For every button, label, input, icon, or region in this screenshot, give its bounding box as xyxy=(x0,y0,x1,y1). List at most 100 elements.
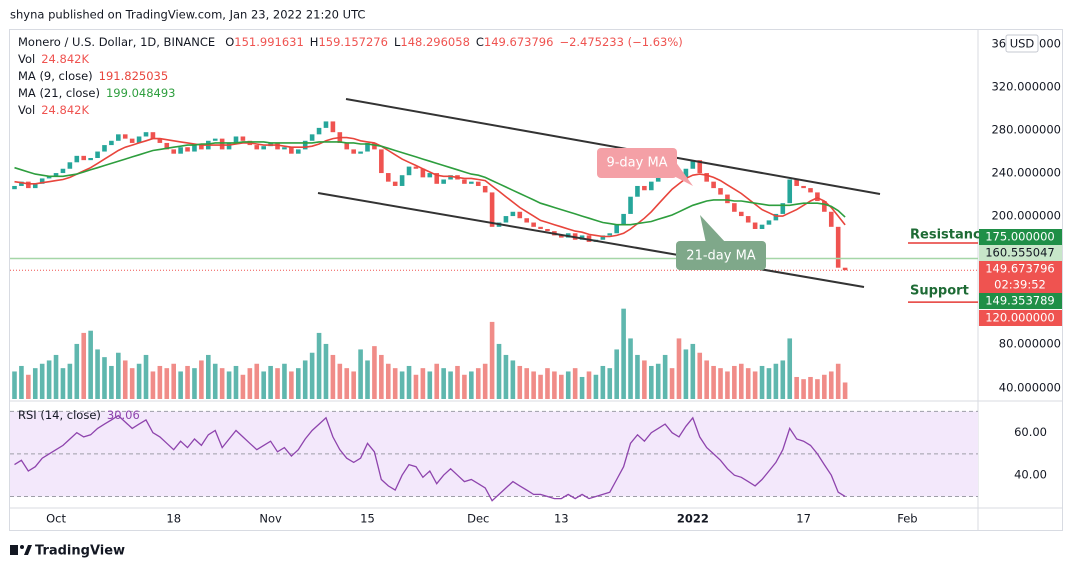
volume-bar xyxy=(385,363,391,399)
candle xyxy=(406,166,412,176)
volume-bar xyxy=(648,365,654,399)
volume-bar xyxy=(358,349,363,399)
volume-bar xyxy=(787,338,793,399)
candle xyxy=(718,188,723,195)
volume-bar xyxy=(621,308,626,399)
volume-bar xyxy=(489,321,495,399)
candle xyxy=(372,142,377,150)
price-tick-label: 320.000000 xyxy=(991,80,1061,94)
candle xyxy=(302,140,308,150)
candle xyxy=(711,181,716,189)
volume-bar xyxy=(496,343,502,399)
volume-bar xyxy=(600,365,606,399)
candle xyxy=(39,178,45,184)
candle xyxy=(212,138,218,141)
legend-row: Vol 24.842K xyxy=(18,52,89,66)
channel-upper xyxy=(345,98,881,195)
annotation-pointer xyxy=(700,215,726,243)
candle xyxy=(102,145,107,152)
volume-bar xyxy=(247,368,253,399)
volume-bar xyxy=(254,363,260,399)
candle xyxy=(330,121,336,133)
candle xyxy=(545,228,550,232)
candle xyxy=(316,127,322,135)
candle xyxy=(794,179,799,186)
volume-bar xyxy=(835,363,841,399)
candle xyxy=(766,220,772,225)
candle xyxy=(129,138,135,143)
ohlc-key: O xyxy=(225,35,234,49)
candle-layer xyxy=(12,121,848,271)
candle xyxy=(351,149,356,154)
candle xyxy=(559,235,564,238)
volume-bar xyxy=(794,376,799,399)
candle xyxy=(46,176,52,179)
row-value: 24.842K xyxy=(41,103,89,117)
volume-bar xyxy=(157,365,163,399)
volume-bar xyxy=(842,382,848,399)
volume-bar xyxy=(676,338,682,399)
volume-bar xyxy=(129,368,135,399)
volume-bar xyxy=(399,371,405,399)
candle xyxy=(808,188,813,193)
candle xyxy=(116,134,121,141)
volume-bar xyxy=(780,360,786,399)
volume-bar xyxy=(413,374,419,399)
volume-bar xyxy=(655,363,661,399)
volume-bar xyxy=(206,354,211,399)
row-value: 24.842K xyxy=(41,52,89,66)
chart-frame xyxy=(9,29,1063,531)
candle xyxy=(600,235,606,240)
row-value: 191.825035 xyxy=(99,69,169,83)
rsi-background xyxy=(10,410,978,497)
legend-row: MA (21, close) 199.048493 xyxy=(18,86,176,100)
brand-logo xyxy=(10,545,32,555)
candle xyxy=(199,145,204,150)
brand: TradingView xyxy=(35,544,125,559)
date-tick-label: Oct xyxy=(46,512,66,526)
volume-bar xyxy=(635,354,640,399)
row-name: Vol xyxy=(18,103,35,117)
candle xyxy=(109,140,114,146)
candle xyxy=(531,222,536,227)
candle xyxy=(628,196,633,214)
date-tick-label: 13 xyxy=(554,512,569,526)
candle xyxy=(738,211,744,217)
candle xyxy=(482,185,488,193)
candle xyxy=(261,146,266,150)
volume-bar xyxy=(323,343,329,399)
volume-bar xyxy=(524,368,530,399)
volume-bar xyxy=(455,365,460,399)
volume-bar xyxy=(143,354,149,399)
ohlc-key: H xyxy=(310,35,319,49)
volume-bar xyxy=(309,352,315,399)
rsi-value: 30.06 xyxy=(107,408,140,422)
currency: USD xyxy=(1010,37,1035,51)
row-name: MA (9, close) xyxy=(18,69,93,83)
volume-bar xyxy=(683,349,689,399)
price-label-box xyxy=(979,293,1062,309)
candle xyxy=(282,147,287,150)
volume-bar xyxy=(102,357,107,399)
volume-bar xyxy=(95,349,100,399)
annotation-9day: 9-day MA xyxy=(606,156,667,171)
volume-bar xyxy=(12,371,17,399)
published-line: shyna published on TradingView.com, Jan … xyxy=(10,8,365,22)
candle xyxy=(441,179,446,184)
candle xyxy=(392,181,398,186)
candle xyxy=(60,168,66,174)
volume-bar xyxy=(199,360,204,399)
candle xyxy=(475,181,481,186)
volume-bar xyxy=(503,354,509,399)
volume-bar xyxy=(482,363,488,399)
volume-bar xyxy=(74,343,80,399)
volume-bar xyxy=(745,368,751,399)
annotation-box xyxy=(597,148,677,178)
candle xyxy=(489,192,495,227)
volume-bar xyxy=(469,371,474,399)
volume-bar xyxy=(801,379,806,399)
volume-bar xyxy=(337,363,343,399)
ohlc-value: 149.673796 xyxy=(484,35,554,49)
rsi-legend: RSI (14, close) 30.06 xyxy=(18,408,140,422)
volume-bar xyxy=(669,368,675,399)
